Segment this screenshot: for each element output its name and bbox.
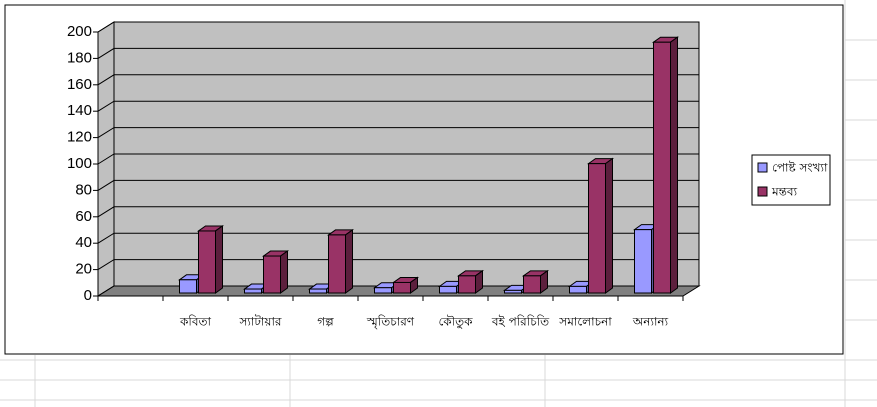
grid-line <box>97 21 699 33</box>
bar-side <box>215 224 223 294</box>
y-tick-label: 180 <box>67 49 92 66</box>
legend-swatch <box>757 186 768 197</box>
grid-line <box>97 127 699 139</box>
bar <box>263 255 281 294</box>
y-tick-label: 80 <box>75 181 92 198</box>
bar <box>198 230 216 294</box>
x-tick-label: বই পরিচিতি <box>491 315 550 329</box>
x-tick-label: অন্যান্য <box>632 315 669 329</box>
bar <box>634 229 652 294</box>
bar <box>393 281 411 294</box>
bar <box>458 275 476 294</box>
grid-line <box>97 285 699 297</box>
x-tick-label: স্যাটায়ার <box>238 315 281 329</box>
bar <box>244 288 262 294</box>
y-tick-label: 200 <box>67 23 92 40</box>
bar <box>653 41 671 294</box>
y-tick-label: 100 <box>67 155 92 172</box>
y-tick-label: 160 <box>67 76 92 93</box>
grid-line <box>97 100 699 112</box>
grid-line <box>97 47 699 59</box>
bar-side <box>280 250 288 294</box>
bar <box>569 285 587 294</box>
legend-label: মন্তব্য <box>771 185 798 199</box>
y-tick-label: 40 <box>75 234 92 251</box>
grid-line <box>97 206 699 218</box>
y-tick-label: 0 <box>84 287 92 304</box>
grid-line <box>97 179 699 191</box>
x-tick-label: কবিতা <box>179 315 212 329</box>
bar <box>309 288 327 294</box>
y-tick-label: 60 <box>75 208 92 225</box>
bar-side <box>670 36 678 294</box>
grid-line <box>97 232 699 244</box>
y-tick-label: 120 <box>67 129 92 146</box>
grid-line <box>97 74 699 86</box>
bar <box>374 287 392 294</box>
bar-side <box>605 157 613 294</box>
legend-label: পোষ্ট সংখ্যা <box>772 161 828 175</box>
bar <box>523 275 541 294</box>
x-tick-label: স্মৃতিচারণ <box>366 315 415 330</box>
bar <box>588 163 606 294</box>
bar <box>439 285 457 294</box>
x-tick-label: গল্প <box>317 315 334 329</box>
y-tick-label: 20 <box>75 261 92 278</box>
grid-line <box>97 259 699 271</box>
grid-line <box>97 153 699 165</box>
x-tick-label: কৌতুক <box>438 315 473 330</box>
bar-side <box>345 228 353 294</box>
bar <box>328 234 346 294</box>
x-tick-label: সমালোচনা <box>558 315 612 329</box>
y-tick-label: 140 <box>67 102 92 119</box>
bar <box>504 289 522 294</box>
bar <box>179 279 197 294</box>
legend-swatch <box>757 162 768 173</box>
